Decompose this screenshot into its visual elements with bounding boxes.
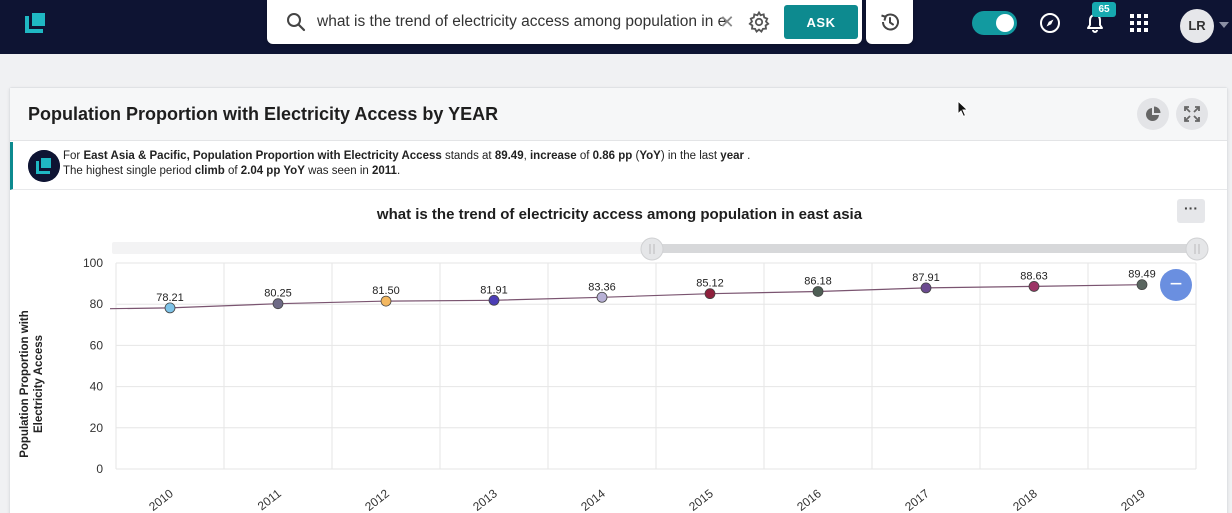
data-point	[704, 288, 716, 300]
data-label: 87.91	[912, 272, 940, 284]
range-slider-track	[652, 244, 1198, 253]
notification-badge: 65	[1092, 2, 1116, 17]
app-logo-icon[interactable]	[22, 10, 48, 36]
data-point	[272, 298, 284, 310]
search-input[interactable]	[317, 8, 727, 36]
expand-icon	[1184, 106, 1200, 122]
y-tick-label: 60	[90, 338, 104, 352]
data-point	[596, 291, 608, 303]
pie-chart-icon	[1146, 106, 1161, 121]
insight-line-2: The highest single period climb of 2.04 …	[63, 165, 401, 177]
apps-grid-icon[interactable]	[1130, 14, 1148, 32]
x-tick-label: 2013	[470, 486, 500, 513]
compass-icon[interactable]	[1038, 11, 1062, 35]
line-chart: 0 20 40 60 80 100 78.21 80.25 81.50 81.91 83.36 85.…	[83, 237, 1209, 513]
x-tick-label: 2014	[578, 486, 608, 513]
app-logo-icon	[28, 150, 60, 182]
toggle-knob	[996, 14, 1014, 32]
data-label: 80.25	[264, 288, 292, 300]
x-tick-label: 2019	[1118, 486, 1148, 513]
range-slider-track-inactive	[112, 242, 652, 254]
data-point	[920, 282, 932, 294]
data-point	[488, 294, 500, 306]
data-label: 78.21	[156, 292, 184, 304]
data-label: 89.49	[1128, 269, 1156, 281]
data-point	[1136, 279, 1148, 291]
x-tick-label: 2015	[686, 486, 716, 513]
data-label: 81.91	[480, 284, 508, 296]
y-tick-label: 100	[83, 256, 103, 270]
data-label: 81.50	[372, 285, 400, 297]
gear-icon[interactable]	[747, 10, 771, 34]
y-tick-label: 20	[90, 421, 104, 435]
range-slider-handle-left[interactable]	[640, 237, 664, 261]
clear-search-icon[interactable]: ✕	[719, 12, 735, 32]
data-label: 85.12	[696, 278, 724, 290]
history-icon	[881, 13, 899, 31]
card-header: Population Proportion with Electricity A…	[10, 88, 1227, 141]
zoom-out-button[interactable]: −	[1160, 269, 1192, 301]
x-tick-label: 2018	[1010, 486, 1040, 513]
data-label: 83.36	[588, 281, 616, 293]
x-tick-label: 2012	[362, 486, 392, 513]
x-tick-label: 2017	[902, 486, 932, 513]
avatar[interactable]: LR	[1180, 9, 1214, 43]
chart-type-button[interactable]	[1137, 98, 1169, 130]
chevron-down-icon[interactable]	[1219, 22, 1229, 28]
top-bar: ✕ ASK 65 LR	[0, 0, 1232, 54]
data-point	[1028, 281, 1040, 292]
x-tick-label: 2011	[255, 486, 284, 513]
chart-title: what is the trend of electricity access …	[376, 206, 863, 223]
search-bar: ✕ ASK	[267, 0, 862, 44]
more-options-button[interactable]: ···	[1177, 199, 1205, 223]
expand-button[interactable]	[1176, 98, 1208, 130]
data-point	[380, 295, 392, 307]
x-tick-label: 2016	[794, 486, 824, 513]
insight-line-1: For East Asia & Pacific, Population Prop…	[63, 150, 751, 162]
card-title: Population Proportion with Electricity A…	[28, 104, 499, 124]
history-button[interactable]	[866, 0, 913, 44]
mode-toggle[interactable]	[972, 11, 1017, 35]
insight-banner: For East Asia & Pacific, Population Prop…	[10, 142, 1227, 190]
y-tick-label: 40	[90, 380, 104, 394]
x-tick-label: 2010	[146, 486, 176, 513]
mouse-cursor-icon	[957, 100, 969, 118]
y-tick-label: 80	[90, 297, 104, 311]
data-label: 86.18	[804, 275, 832, 287]
chart-card: Population Proportion with Electricity A…	[9, 87, 1228, 513]
ask-button[interactable]: ASK	[784, 5, 858, 39]
data-point	[164, 302, 176, 314]
data-label: 88.63	[1020, 270, 1048, 282]
search-icon	[287, 13, 306, 32]
range-slider-handle-right[interactable]	[1185, 237, 1209, 261]
data-point	[812, 286, 824, 297]
y-tick-label: 0	[96, 462, 103, 476]
